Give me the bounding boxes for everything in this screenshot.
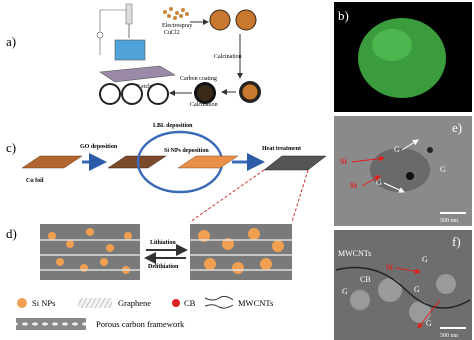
panel-f: f) MWCNTs G G G G CB Si 500 nm — [334, 230, 472, 340]
annotation: CB — [360, 275, 371, 284]
legend-label: MWCNTs — [238, 298, 273, 308]
legend-label: Porous carbon framework — [96, 319, 185, 329]
annotation: MWCNTs — [338, 249, 371, 258]
legend-label: CB — [184, 298, 196, 308]
panel-c: c) Cu foil GO deposition LBL deposition … — [6, 123, 327, 223]
panel-label: f) — [452, 234, 461, 249]
panel-d: d) Lithiation Delithiation — [6, 224, 292, 280]
legend-label: Si NPs — [32, 298, 55, 308]
panel-b: b) — [334, 2, 472, 112]
legend: Si NPs Graphene CB MWCNTs Porous carbon … — [16, 295, 273, 330]
step-label: Cu foil — [26, 178, 44, 184]
step-label: Calcination — [214, 54, 242, 60]
step-label: HF etching — [132, 84, 159, 90]
panel-label: c) — [6, 140, 16, 155]
annotation: G — [342, 287, 348, 296]
annotation: Si — [340, 157, 347, 166]
step-label: Lithiation — [150, 240, 176, 246]
step-label: LBL deposition — [153, 123, 193, 129]
panel-e: e) G G G Si Si 500 nm — [334, 116, 472, 226]
annotation: Si — [386, 263, 393, 272]
scale-bar-label: 500 nm — [440, 218, 459, 224]
annotation: G — [376, 178, 382, 187]
annotation: Si — [350, 181, 357, 190]
panel-label: a) — [6, 34, 16, 49]
legend-label: Graphene — [118, 298, 151, 308]
scale-bar-label: 500 nm — [440, 333, 459, 339]
step-label: Electrospray — [162, 23, 192, 29]
panel-label: e) — [452, 120, 462, 135]
step-label: GO deposition — [80, 144, 118, 150]
step-label: CuCl2 — [164, 30, 180, 36]
annotation: G — [426, 319, 432, 328]
annotation: G — [414, 285, 420, 294]
annotation: G — [422, 255, 428, 264]
panel-label: d) — [6, 226, 17, 241]
annotation: G — [394, 145, 400, 154]
step-label: Si NPs deposition — [164, 148, 209, 154]
annotation: G — [440, 165, 446, 174]
step-label: Carbon coating — [180, 76, 217, 82]
step-label: Delithiation — [148, 264, 179, 270]
step-label: Calcination — [190, 102, 218, 108]
step-label: Heat treatment — [262, 146, 301, 152]
panel-label: b) — [338, 8, 349, 23]
panel-a: a) Electrospray CuCl2 Calcination Carbon… — [6, 3, 261, 108]
